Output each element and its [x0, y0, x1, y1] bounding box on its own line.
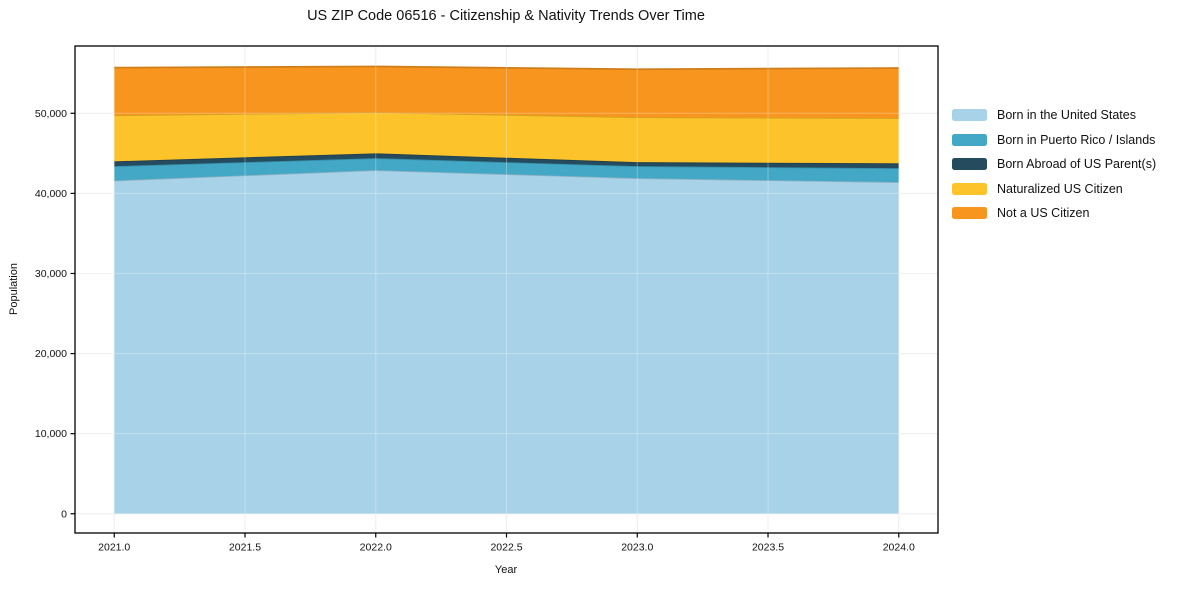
legend-swatch: [952, 207, 987, 220]
y-tick-label: 30,000: [35, 268, 67, 280]
legend-label: Born Abroad of US Parent(s): [997, 157, 1157, 172]
legend-item-3: Naturalized US Citizen: [952, 177, 1156, 202]
y-tick-label: 0: [61, 508, 67, 520]
legend-label: Naturalized US Citizen: [997, 181, 1123, 196]
area-series-1: [114, 158, 899, 183]
area-series-0: [114, 170, 899, 514]
x-axis-label: Year: [494, 564, 518, 576]
area-edge-4: [114, 65, 899, 71]
y-axis-label: Population: [8, 263, 20, 315]
x-tick-label: 2021.5: [229, 542, 261, 554]
legend-swatch: [952, 158, 987, 171]
chart-title: US ZIP Code 06516 - Citizenship & Nativi…: [307, 8, 705, 24]
legend-item-4: Not a US Citizen: [952, 201, 1156, 226]
y-tick-label: 50,000: [35, 108, 67, 120]
legend-swatch: [952, 133, 987, 146]
x-tick-label: 2023.0: [621, 542, 653, 554]
x-tick-label: 2021.0: [98, 542, 130, 554]
legend-label: Born in the United States: [997, 108, 1136, 123]
area-series-4: [114, 66, 899, 119]
y-tick-label: 10,000: [35, 428, 67, 440]
x-tick-label: 2024.0: [883, 542, 915, 554]
legend-item-0: Born in the United States: [952, 103, 1156, 128]
legend-item-1: Born in Puerto Rico / Islands: [952, 128, 1156, 153]
legend: Born in the United States Born in Puerto …: [952, 103, 1156, 226]
area-series-2: [114, 153, 899, 169]
legend-label: Not a US Citizen: [997, 206, 1090, 221]
x-tick-label: 2022.5: [490, 542, 522, 554]
area-series-3: [114, 112, 899, 164]
x-tick-label: 2023.5: [752, 542, 784, 554]
y-tick-label: 40,000: [35, 188, 67, 200]
y-tick-label: 20,000: [35, 348, 67, 360]
legend-label: Born in Puerto Rico / Islands: [997, 132, 1156, 147]
x-tick-label: 2022.0: [360, 542, 392, 554]
legend-swatch: [952, 182, 987, 195]
legend-swatch: [952, 109, 987, 122]
legend-item-2: Born Abroad of US Parent(s): [952, 152, 1156, 177]
